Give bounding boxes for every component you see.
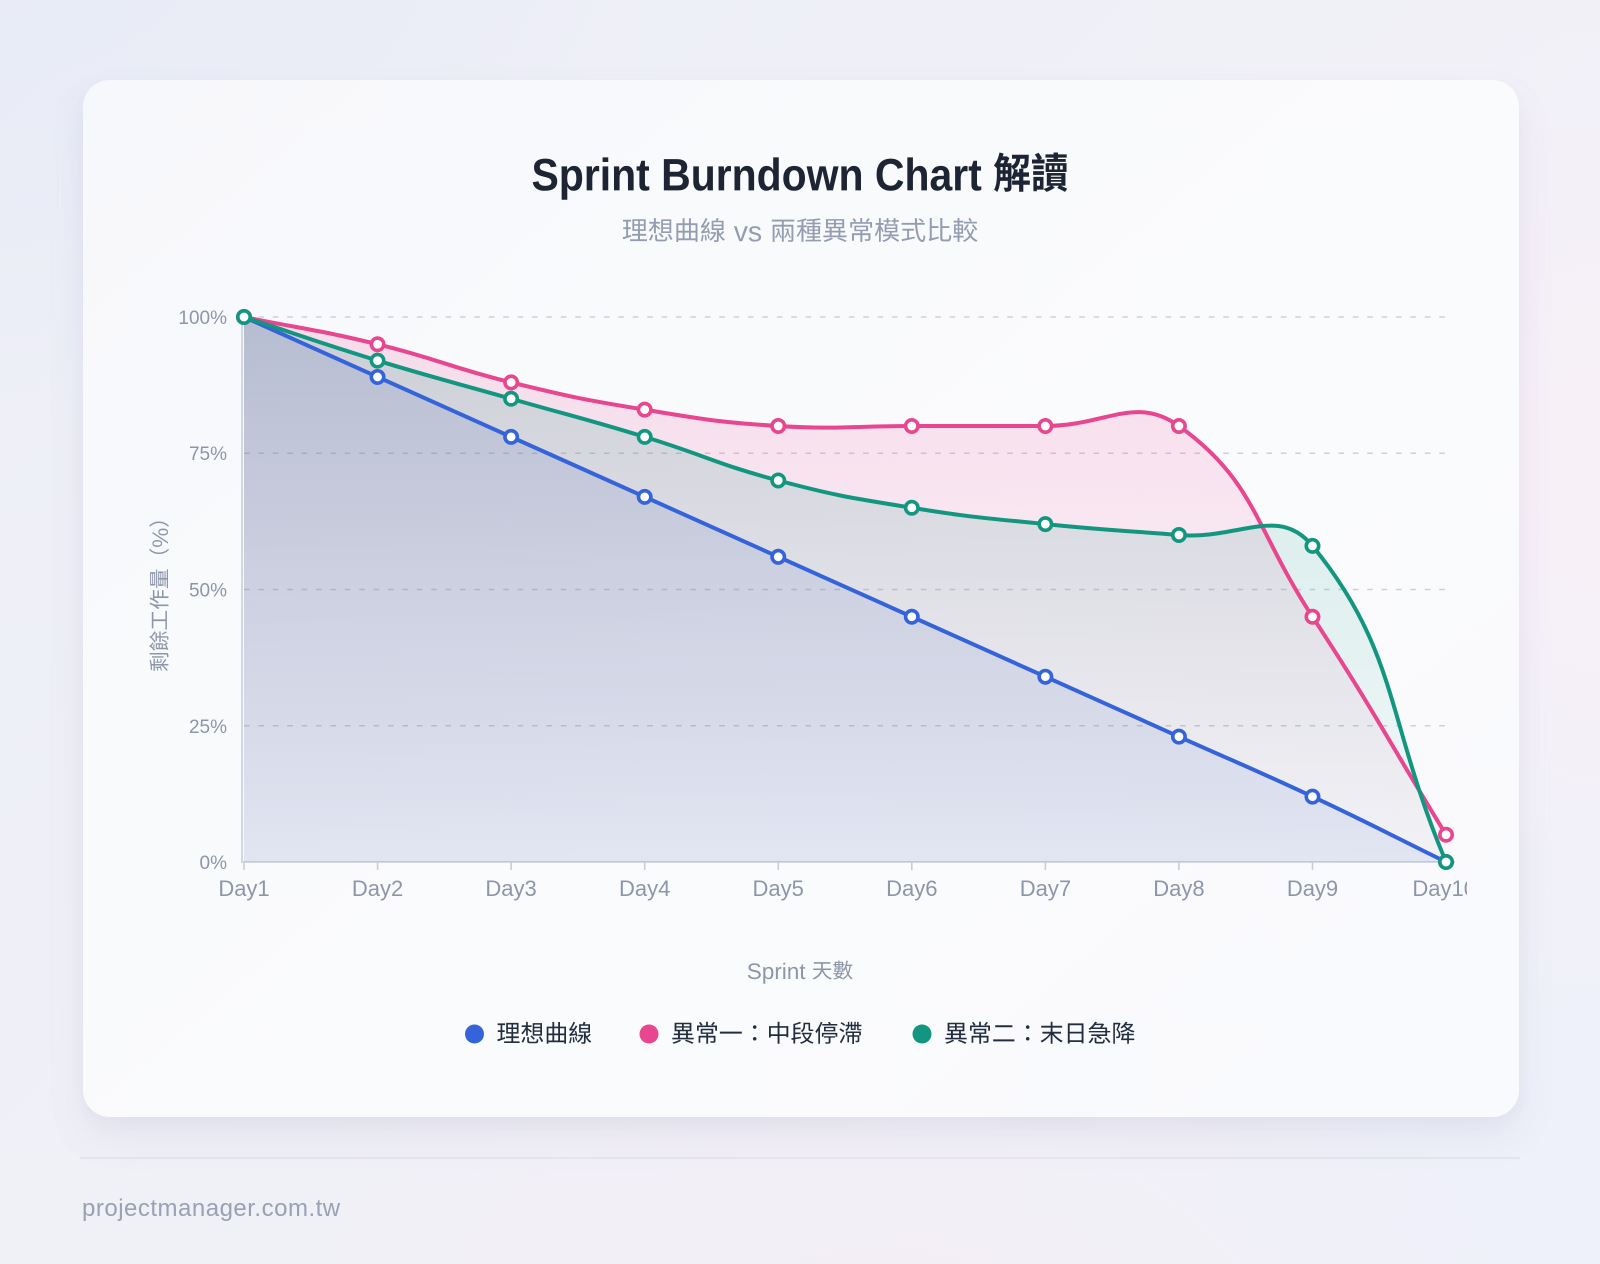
svg-text:Day1: Day1 [218, 876, 269, 901]
svg-text:0%: 0% [200, 853, 228, 874]
svg-text:50%: 50% [189, 581, 227, 602]
svg-text:Day8: Day8 [1153, 876, 1204, 901]
svg-text:75%: 75% [189, 444, 227, 465]
svg-text:Day7: Day7 [1020, 876, 1071, 901]
svg-text:Day6: Day6 [886, 876, 937, 901]
svg-text:25%: 25% [189, 717, 227, 738]
svg-text:Day9: Day9 [1287, 876, 1338, 901]
svg-text:100%: 100% [178, 308, 227, 329]
svg-text:Day10: Day10 [1412, 876, 1476, 901]
svg-text:Day4: Day4 [619, 876, 670, 901]
svg-text:Day3: Day3 [485, 876, 536, 901]
svg-text:Day5: Day5 [753, 876, 804, 901]
svg-text:Day2: Day2 [352, 876, 403, 901]
